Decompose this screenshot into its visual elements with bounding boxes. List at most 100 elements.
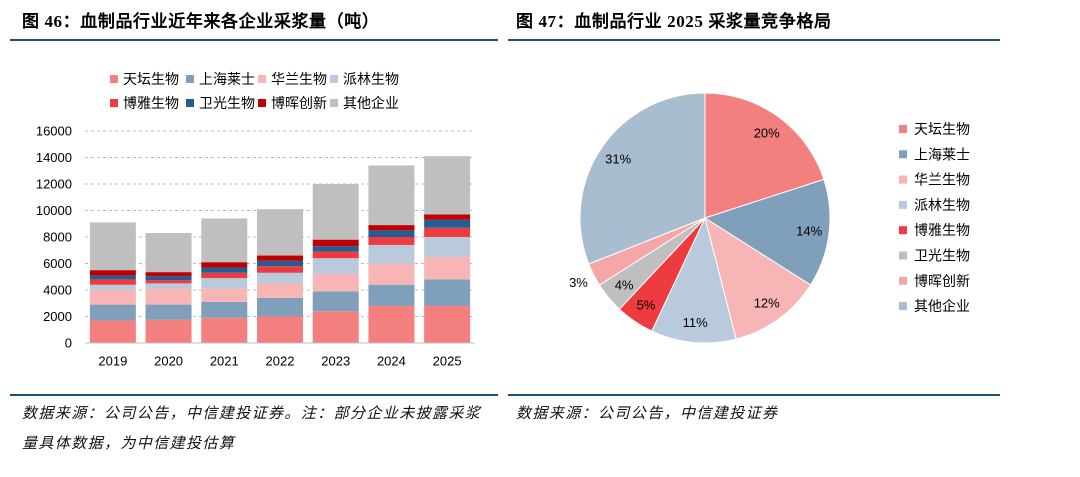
legend-swatch bbox=[899, 276, 907, 285]
legend-item: 上海莱士 bbox=[899, 146, 970, 162]
left-source-rule bbox=[10, 394, 498, 396]
bar-segment-2019-series-1 bbox=[89, 320, 136, 343]
legend-item: 其他企业 bbox=[330, 95, 399, 111]
figure-46-title: 图 46：血制品行业近年来各企业采浆量（吨） bbox=[22, 12, 380, 31]
x-tick-label: 2019 bbox=[98, 354, 127, 369]
legend-item: 博雅生物 bbox=[110, 95, 179, 111]
y-tick-label: 0 bbox=[65, 336, 72, 351]
pie-slice-1 bbox=[704, 92, 825, 219]
bar-segment-2025-series-7 bbox=[424, 214, 471, 220]
legend-label: 华兰生物 bbox=[914, 172, 970, 188]
bar-segment-2019-series-2 bbox=[89, 304, 136, 321]
legend-swatch bbox=[899, 200, 907, 209]
legend-label: 其他企业 bbox=[914, 298, 970, 314]
x-tick-label: 2023 bbox=[321, 354, 350, 369]
pie-slice-4 bbox=[651, 216, 737, 344]
legend-item: 博雅生物 bbox=[899, 222, 970, 238]
legend-swatch bbox=[330, 75, 338, 83]
legend-label: 卫光生物 bbox=[914, 248, 970, 264]
pie-value-label: 11% bbox=[683, 315, 708, 330]
bar-segment-2024-series-8 bbox=[368, 165, 415, 226]
legend-swatch bbox=[258, 75, 266, 83]
pie-slice-8 bbox=[579, 92, 706, 265]
legend-label: 博雅生物 bbox=[914, 222, 970, 238]
bar-segment-2023-series-6 bbox=[312, 246, 359, 252]
left-title-rule bbox=[10, 39, 498, 41]
legend-item: 派林生物 bbox=[330, 71, 399, 87]
bar-segment-2020-series-7 bbox=[145, 272, 192, 277]
legend-swatch bbox=[899, 302, 907, 311]
y-tick-label: 2000 bbox=[43, 309, 72, 324]
bar-segment-2023-series-2 bbox=[312, 291, 359, 312]
legend-item: 派林生物 bbox=[899, 197, 970, 213]
right-source-rule bbox=[508, 394, 1000, 396]
bar-segment-2019-series-8 bbox=[89, 222, 136, 271]
legend-label: 上海莱士 bbox=[914, 146, 970, 162]
pie-slices bbox=[579, 92, 831, 344]
legend-label: 上海莱士 bbox=[199, 71, 255, 87]
x-tick-label: 2024 bbox=[377, 354, 406, 369]
legend-swatch bbox=[110, 99, 118, 107]
bar-segment-2025-series-4 bbox=[424, 237, 471, 257]
legend-swatch bbox=[899, 175, 907, 184]
y-tick-label: 14000 bbox=[36, 150, 72, 165]
legend-label: 派林生物 bbox=[343, 71, 399, 87]
bar-segment-2022-series-2 bbox=[257, 297, 303, 317]
legend-label: 博晖创新 bbox=[914, 273, 970, 289]
bar-segment-2020-series-1 bbox=[145, 319, 192, 343]
legend-item: 卫光生物 bbox=[899, 248, 970, 264]
legend-label: 博雅生物 bbox=[123, 95, 179, 111]
legend-label: 其他企业 bbox=[343, 95, 399, 111]
bar-segment-2022-series-3 bbox=[257, 283, 303, 298]
bar-segment-2022-series-1 bbox=[257, 316, 303, 343]
bar-segment-2021-series-4 bbox=[201, 278, 248, 289]
legend-swatch bbox=[186, 75, 194, 83]
bar-segment-2025-series-1 bbox=[424, 305, 471, 343]
bar-segment-2020-series-4 bbox=[145, 283, 192, 289]
bar-segment-2025-series-5 bbox=[424, 227, 471, 237]
legend-swatch bbox=[110, 75, 118, 83]
legend-item: 上海莱士 bbox=[186, 71, 255, 87]
y-tick-label: 12000 bbox=[36, 177, 72, 192]
bar-segment-2020-series-8 bbox=[145, 233, 192, 273]
legend-swatch bbox=[258, 99, 266, 107]
x-tick-label: 2020 bbox=[154, 354, 183, 369]
left-source-note-line2: 量具体数据，为中信建投估算 bbox=[22, 434, 236, 452]
legend-item: 博晖创新 bbox=[899, 273, 970, 289]
bar-segment-2020-series-3 bbox=[145, 288, 192, 305]
bar-segment-2022-series-7 bbox=[257, 255, 303, 261]
bar-segment-2021-series-3 bbox=[201, 288, 248, 302]
pie-value-label: 12% bbox=[754, 295, 780, 310]
legend-label: 天坛生物 bbox=[914, 121, 970, 137]
left-source-note-line1: 数据来源：公司公告，中信建投证券。注：部分企业未披露采浆 bbox=[22, 404, 482, 422]
pie-slice-3 bbox=[704, 216, 812, 340]
y-tick-label: 10000 bbox=[36, 203, 72, 218]
bar-segment-2023-series-7 bbox=[312, 239, 359, 247]
legend-item: 华兰生物 bbox=[258, 71, 327, 87]
pie-value-label: 5% bbox=[637, 297, 656, 312]
y-tick-label: 6000 bbox=[43, 256, 72, 271]
bar-segment-2025-series-6 bbox=[424, 219, 471, 228]
bar-segment-2019-series-5 bbox=[89, 279, 136, 285]
bar-segments bbox=[89, 156, 471, 343]
bar-segment-2019-series-6 bbox=[89, 275, 136, 280]
legend-label: 博晖创新 bbox=[271, 95, 327, 111]
right-source-note: 数据来源：公司公告，中信建投证券 bbox=[516, 404, 779, 422]
legend-swatch bbox=[899, 226, 907, 235]
legend-item: 卫光生物 bbox=[186, 95, 255, 111]
y-tick-label: 16000 bbox=[36, 124, 72, 139]
pie-value-label: 14% bbox=[796, 224, 822, 239]
legend-item: 其他企业 bbox=[899, 298, 970, 314]
pie-chart: 20% 14% 12% 11% 5%4% 3% 31% 天坛生物上海莱士华兰生物派林生物博雅生… bbox=[569, 92, 970, 344]
figure-47-title: 图 47：血制品行业 2025 采浆量竞争格局 bbox=[516, 12, 832, 31]
legend-label: 天坛生物 bbox=[123, 71, 179, 87]
bar-segment-2024-series-7 bbox=[368, 225, 415, 231]
x-tick-label: 2022 bbox=[266, 354, 295, 369]
bar-segment-2021-series-2 bbox=[201, 301, 248, 318]
pie-value-label: 31% bbox=[605, 151, 631, 166]
legend-label: 派林生物 bbox=[914, 197, 970, 213]
bar-segment-2023-series-1 bbox=[312, 311, 359, 343]
y-tick-label: 4000 bbox=[43, 283, 72, 298]
